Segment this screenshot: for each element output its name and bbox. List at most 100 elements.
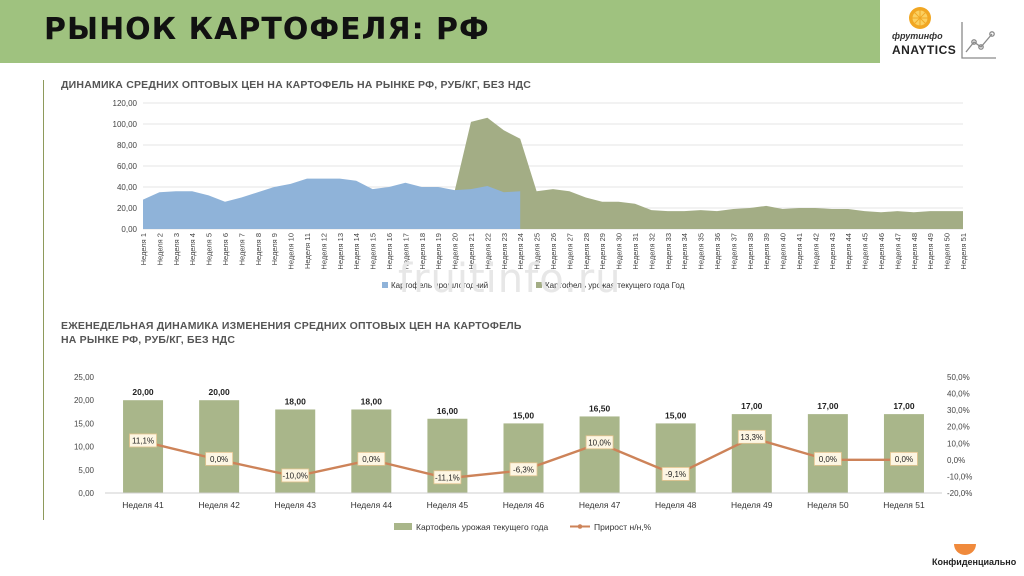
chart1-x-tick: Неделя 10 <box>287 233 296 270</box>
chart2-title-line2: НА РЫНКЕ РФ, РУБ/КГ, БЕЗ НДС <box>61 334 236 346</box>
growth-label-box <box>585 435 614 450</box>
chart1-x-tick: Неделя 20 <box>451 233 460 270</box>
chart1-y-tick: 120,00 <box>113 99 138 108</box>
legend-label-line: Прирост н/н,% <box>594 522 652 532</box>
chart2-y-axis: 0,00 5,00 10,00 15,00 20,00 25,00 <box>74 373 95 498</box>
chart2-y2-tick: 10,0% <box>947 439 970 448</box>
left-divider <box>43 80 44 520</box>
chart1-x-tick: Неделя 3 <box>172 233 181 265</box>
chart2-y-tick: 0,00 <box>78 489 94 498</box>
chart1-x-tick: Неделя 43 <box>828 233 837 270</box>
chart1-x-tick: Неделя 42 <box>811 233 820 270</box>
chart1-x-tick: Неделя 7 <box>237 233 246 265</box>
chart2-x-tick: Неделя 50 <box>807 500 849 510</box>
chart1-x-tick: Неделя 24 <box>516 233 525 270</box>
chart1-x-tick: Неделя 34 <box>680 233 689 270</box>
chart2-y-tick: 5,00 <box>78 466 94 475</box>
chart2-y-tick: 20,00 <box>74 396 95 405</box>
chart2-x-tick: Неделя 44 <box>351 500 393 510</box>
chart1-x-tick: Неделя 37 <box>729 233 738 270</box>
chart2-x-axis: Неделя 41 Неделя 42 Неделя 43 Неделя 44 Неде… <box>122 500 925 510</box>
bar <box>199 400 240 493</box>
growth-value-label: 0,0% <box>895 455 913 464</box>
chart2-x-tick: Неделя 49 <box>731 500 773 510</box>
chart1-x-tick: Неделя 22 <box>483 233 492 270</box>
chart2-y2-tick: -20,0% <box>947 489 972 498</box>
bar-value-label: 18,00 <box>361 396 383 406</box>
chart1-x-tick: Неделя 46 <box>877 233 886 270</box>
chart2-y-tick: 15,00 <box>74 419 95 428</box>
confidential-label: Конфиденциально <box>932 557 1017 567</box>
growth-label-box <box>205 451 234 466</box>
chart2-y2-tick: 0,0% <box>947 456 965 465</box>
chart2-x-tick: Неделя 43 <box>274 500 316 510</box>
chart2-y-tick: 25,00 <box>74 373 95 382</box>
growth-label-box <box>890 451 918 466</box>
chart2-x-tick: Неделя 48 <box>655 500 697 510</box>
growth-label-box <box>737 429 766 444</box>
growth-value-label: -6,3% <box>513 465 534 474</box>
chart2-x-tick: Неделя 51 <box>883 500 925 510</box>
legend-swatch-current-year <box>536 282 542 288</box>
chart2-y2-tick: 20,0% <box>947 423 970 432</box>
chart1-x-tick: Неделя 11 <box>303 233 312 269</box>
bar <box>579 416 620 493</box>
chart2-y2-axis: -20,0% -10,0% 0,0% 10,0% 20,0% 30,0% 40,0% 50,0… <box>947 373 972 498</box>
chart1-x-tick: Неделя 45 <box>861 233 870 270</box>
legend-swatch-bars <box>394 523 412 530</box>
bar-value-label: 16,00 <box>437 406 459 416</box>
bar <box>731 414 772 493</box>
brand-logo <box>880 0 1024 63</box>
chart1-x-tick: Неделя 8 <box>254 233 263 265</box>
legend-label-bars: Картофель урожая текущего года <box>416 522 548 532</box>
chart1-x-axis: Неделя 1 Неделя 2 Неделя 3 Неделя 4 Неделя 5… <box>139 233 968 270</box>
chart1-x-tick: Неделя 9 <box>270 233 279 265</box>
chart1-x-tick: Неделя 36 <box>713 233 722 270</box>
growth-label-box <box>813 451 842 466</box>
chart1-x-tick: Неделя 5 <box>205 233 214 265</box>
chart1-y-tick: 80,00 <box>117 141 138 150</box>
chart1-x-tick: Неделя 27 <box>565 233 574 270</box>
bar-value-label: 17,00 <box>893 401 915 411</box>
chart1-x-tick: Неделя 41 <box>795 233 804 270</box>
chart2-x-tick: Неделя 46 <box>503 500 545 510</box>
bar-value-label: 17,00 <box>817 401 839 411</box>
growth-value-label: -9,1% <box>665 470 686 479</box>
bar-value-label: 17,00 <box>741 401 763 411</box>
chart1-x-tick: Неделя 4 <box>188 233 197 265</box>
chart1-x-tick: Неделя 47 <box>893 233 902 270</box>
legend-label-current-year: Картофель урожая текущего года Год <box>545 281 685 290</box>
chart1-x-tick: Неделя 21 <box>467 233 476 270</box>
chart1-x-tick: Неделя 2 <box>155 233 164 265</box>
chart2-y2-tick: -10,0% <box>947 472 972 481</box>
chart1-x-tick: Неделя 19 <box>434 233 443 270</box>
chart1-title: ДИНАМИКА СРЕДНИХ ОПТОВЫХ ЦЕН НА КАРТОФЕЛ… <box>61 79 532 91</box>
chart1-x-tick: Неделя 13 <box>336 233 345 270</box>
chart1-x-tick: Неделя 15 <box>369 233 378 270</box>
growth-value-label: 10,0% <box>588 438 611 447</box>
growth-value-label: -10,0% <box>283 471 308 480</box>
bar <box>503 423 544 493</box>
legend-swatch-last-year <box>382 282 388 288</box>
bar-value-label: 20,00 <box>132 387 154 397</box>
bar-value-label: 15,00 <box>513 410 535 420</box>
bar <box>655 423 696 493</box>
growth-value-label: 0,0% <box>210 455 228 464</box>
growth-value-label: 0,0% <box>819 455 837 464</box>
chart1-x-tick: Неделя 17 <box>401 233 410 270</box>
logo-graphics <box>909 7 996 59</box>
chart1-y-tick: 100,00 <box>113 120 138 129</box>
chart1-x-tick: Неделя 38 <box>746 233 755 270</box>
chart1-x-tick: Неделя 35 <box>697 233 706 270</box>
chart1-x-tick: Неделя 39 <box>762 233 771 270</box>
growth-label-box <box>509 462 538 477</box>
chart1-x-tick: Неделя 40 <box>779 233 788 270</box>
chart2-y-tick: 10,00 <box>74 443 95 452</box>
growth-label-box <box>433 470 462 485</box>
chart1-x-tick: Неделя 26 <box>549 233 558 270</box>
chart1-x-tick: Неделя 50 <box>943 233 952 270</box>
chart1-x-tick: Неделя 28 <box>582 233 591 270</box>
chart2-points: 11,1% 0,0% -10,0% 0,0% -11,1% -6,3% 10,0% -9,1%… <box>129 429 918 485</box>
